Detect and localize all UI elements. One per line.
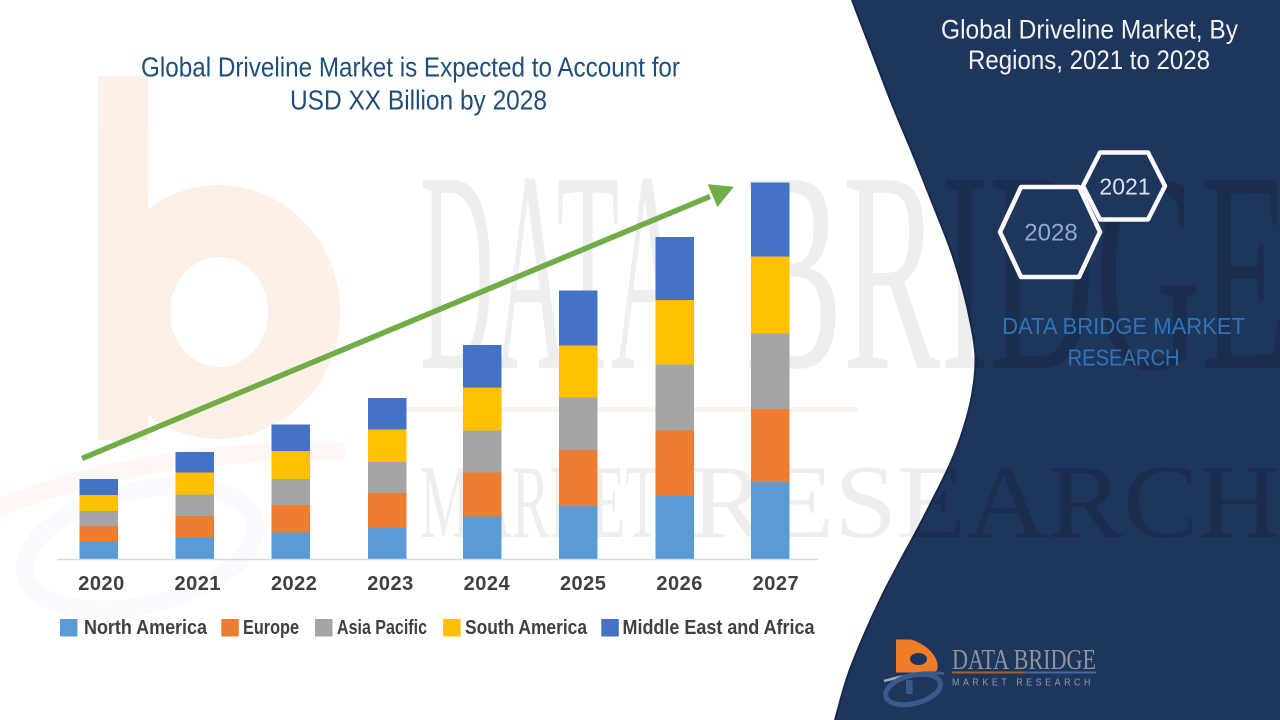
svg-text:Regions, 2021 to 2028: Regions, 2021 to 2028 [968,45,1210,75]
svg-text:DATA BRIDGE MARKET: DATA BRIDGE MARKET [1002,313,1245,339]
svg-text:Asia Pacific: Asia Pacific [337,617,427,639]
svg-text:Global Driveline Market, By: Global Driveline Market, By [941,14,1238,44]
svg-text:2020: 2020 [78,573,125,595]
svg-text:DATA BRIDGE: DATA BRIDGE [952,644,1096,676]
svg-text:2027: 2027 [753,573,800,595]
svg-text:2021: 2021 [1099,174,1150,200]
svg-text:2024: 2024 [464,573,511,595]
svg-text:2022: 2022 [271,573,318,595]
svg-text:MARKET: MARKET [420,443,660,560]
svg-text:2026: 2026 [656,573,703,595]
svg-text:Europe: Europe [243,617,299,639]
svg-text:2023: 2023 [367,573,414,595]
svg-text:MARKET RESEARCH: MARKET RESEARCH [952,678,1094,689]
svg-text:DATA: DATA [420,113,685,431]
svg-text:2028: 2028 [1024,220,1077,247]
svg-text:Middle East and Africa: Middle East and Africa [623,617,816,639]
svg-text:North America: North America [84,617,208,639]
svg-text:RESEARCH: RESEARCH [1068,345,1180,371]
svg-text:USD XX Billion by 2028: USD XX Billion by 2028 [290,85,547,116]
svg-text:2025: 2025 [560,573,607,595]
svg-text:Global Driveline Market is Exp: Global Driveline Market is Expected to A… [141,52,680,83]
svg-text:2021: 2021 [175,573,222,595]
svg-text:South America: South America [465,617,588,639]
